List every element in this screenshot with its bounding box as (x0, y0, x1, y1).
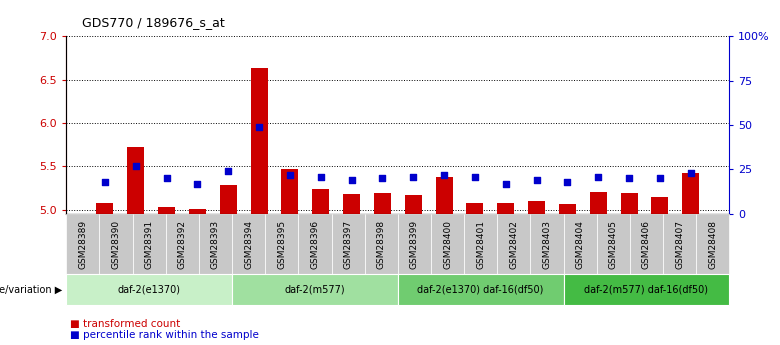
Point (191, 181, 204, 186)
Point (499, 181, 512, 186)
Text: ■ transformed count: ■ transformed count (70, 319, 180, 329)
Point (592, 174, 604, 179)
Point (654, 176, 666, 181)
Text: GSM28399: GSM28399 (410, 219, 419, 269)
Bar (250, 68, 268, 214)
Point (684, 170, 697, 176)
Text: GSM28403: GSM28403 (542, 219, 551, 269)
Text: GSM28405: GSM28405 (608, 219, 618, 269)
Bar (158, 207, 175, 214)
Point (253, 124, 265, 130)
Bar (466, 203, 484, 214)
Text: GSM28401: GSM28401 (476, 219, 485, 269)
Bar (435, 177, 452, 214)
Text: GSM28402: GSM28402 (509, 220, 519, 268)
Text: GSM28394: GSM28394 (244, 219, 254, 269)
Bar (343, 194, 360, 214)
Bar (312, 189, 329, 214)
Text: GDS770 / 189676_s_at: GDS770 / 189676_s_at (82, 16, 225, 29)
Bar (651, 197, 668, 214)
Bar (682, 173, 699, 214)
Point (376, 176, 388, 181)
Text: GSM28404: GSM28404 (576, 220, 585, 268)
Text: GSM28398: GSM28398 (377, 219, 386, 269)
Text: GSM28408: GSM28408 (708, 219, 718, 269)
Text: daf-2(e1370): daf-2(e1370) (118, 285, 181, 295)
Point (129, 163, 142, 169)
Text: daf-2(e1370) daf-16(df50): daf-2(e1370) daf-16(df50) (417, 285, 544, 295)
Point (99, 179, 112, 185)
Bar (528, 201, 545, 214)
Text: GSM28397: GSM28397 (343, 219, 353, 269)
Bar (374, 193, 391, 214)
Point (407, 174, 420, 179)
Text: GSM28406: GSM28406 (642, 219, 651, 269)
Bar (559, 204, 576, 214)
Point (314, 174, 327, 179)
Point (622, 176, 635, 181)
Point (438, 172, 450, 178)
Point (222, 168, 235, 174)
Point (530, 177, 543, 183)
Bar (97, 203, 113, 214)
Text: ■ percentile rank within the sample: ■ percentile rank within the sample (70, 330, 259, 339)
Text: daf-2(m577) daf-16(df50): daf-2(m577) daf-16(df50) (584, 285, 708, 295)
Bar (220, 185, 236, 214)
Bar (282, 169, 299, 214)
Point (284, 172, 296, 178)
Point (561, 179, 573, 185)
Text: GSM28391: GSM28391 (144, 219, 154, 269)
Text: daf-2(m577): daf-2(m577) (285, 285, 346, 295)
Bar (497, 204, 514, 214)
Point (346, 177, 358, 183)
Text: GSM28392: GSM28392 (178, 219, 187, 269)
Text: GSM28393: GSM28393 (211, 219, 220, 269)
Bar (590, 192, 607, 214)
Text: genotype/variation ▶: genotype/variation ▶ (0, 285, 62, 295)
Point (469, 174, 481, 179)
Text: GSM28407: GSM28407 (675, 219, 684, 269)
Point (161, 176, 173, 181)
Text: GSM28395: GSM28395 (277, 219, 286, 269)
Bar (189, 209, 206, 214)
Bar (405, 195, 422, 214)
Bar (127, 147, 144, 214)
Text: GSM28389: GSM28389 (78, 219, 87, 269)
Text: GSM28396: GSM28396 (310, 219, 320, 269)
Bar (621, 193, 637, 214)
Text: GSM28400: GSM28400 (443, 219, 452, 269)
Text: GSM28390: GSM28390 (112, 219, 121, 269)
